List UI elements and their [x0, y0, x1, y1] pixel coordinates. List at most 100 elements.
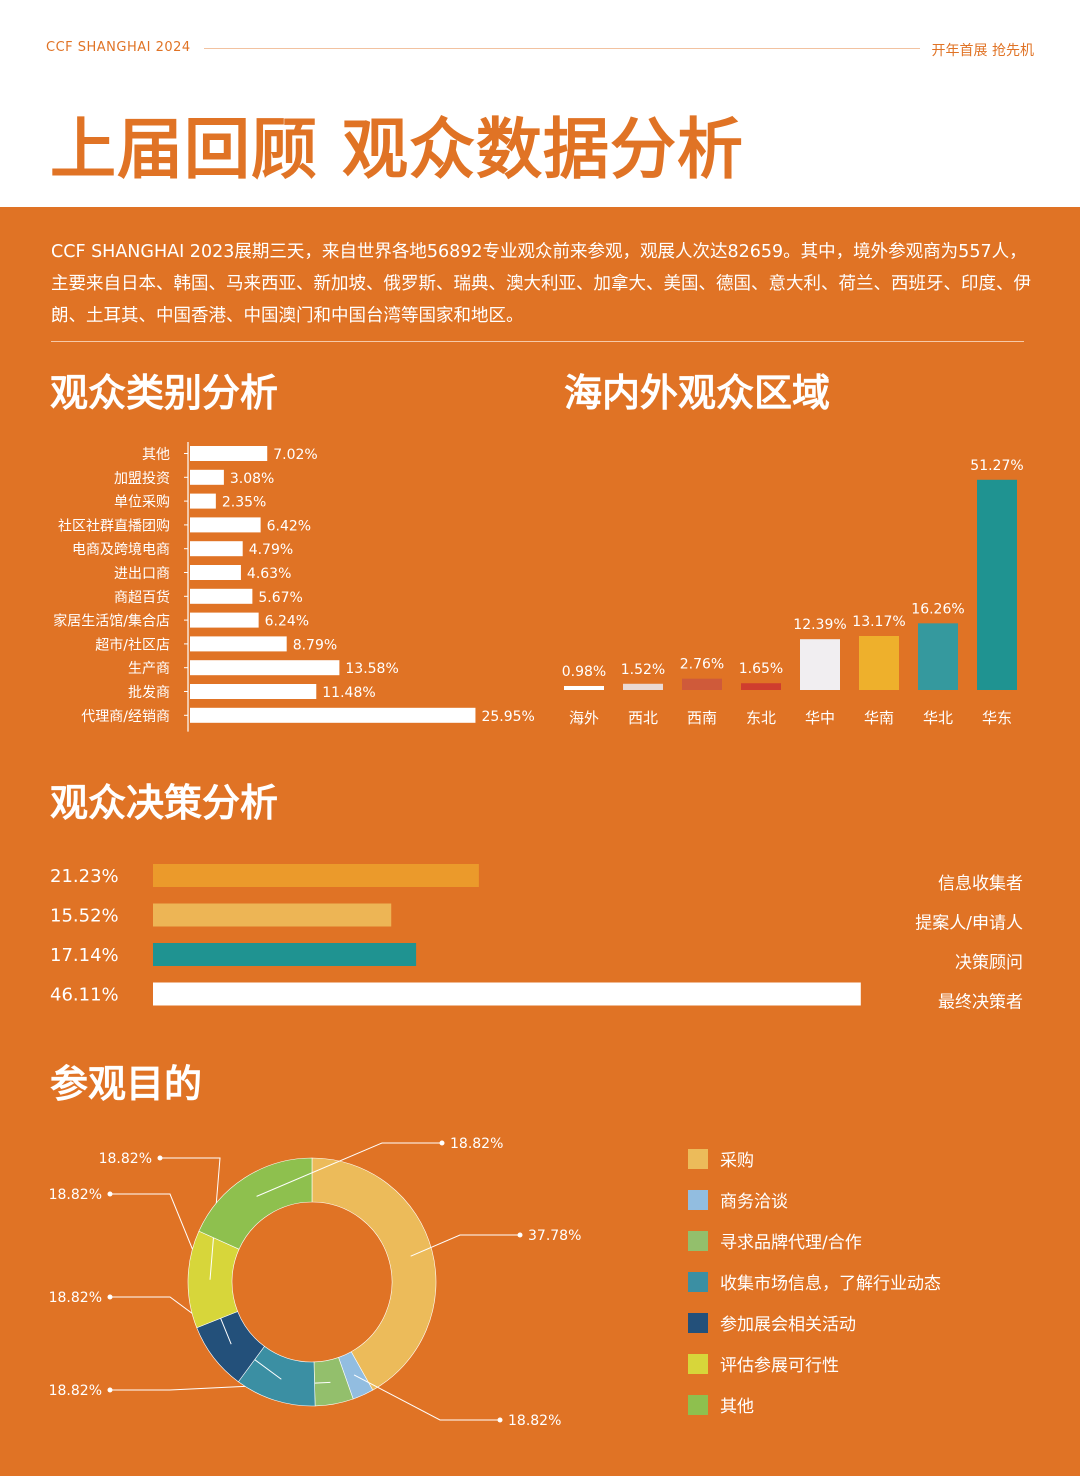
category-bar	[190, 446, 268, 461]
section-title-decision: 观众决策分析	[50, 781, 279, 825]
donut-leader-dot	[517, 1232, 523, 1238]
region-value-label: 1.65%	[739, 661, 783, 677]
region-value-label: 1.52%	[621, 662, 665, 678]
category-bar	[190, 588, 253, 604]
category-value-label: 8.79%	[293, 637, 337, 653]
section-title-region: 海内外观众区域	[564, 371, 831, 415]
donut-leader-dot	[107, 1191, 113, 1197]
decision-bar	[153, 943, 417, 966]
region-bar	[741, 683, 781, 690]
donut-leader-line	[410, 1234, 520, 1257]
decision-value-label: 21.23%	[50, 866, 119, 887]
header-rule	[204, 48, 920, 49]
region-label: 华北	[923, 709, 953, 727]
legend-item: 商务洽谈	[688, 1179, 941, 1220]
legend-item: 采购	[688, 1138, 941, 1179]
category-label: 社区社群直播团购	[58, 517, 170, 534]
category-value-label: 13.58%	[345, 661, 398, 677]
section-title-category: 观众类别分析	[50, 371, 279, 415]
donut-leader-dot	[107, 1387, 113, 1393]
category-label: 批发商	[128, 685, 170, 701]
region-label: 华中	[805, 709, 835, 727]
purpose-legend: 采购商务洽谈寻求品牌代理/合作收集市场信息，了解行业动态 参加展会相关活动 评估参展…	[688, 1138, 941, 1425]
category-value-label: 25.95%	[481, 709, 534, 725]
region-value-label: 0.98%	[562, 664, 606, 680]
category-bar-chart: 其他 7.02% 加盟投资 3.08% 单位采购 2.35% 社区社群直播团购 6.42% 电商…	[53, 442, 535, 732]
category-bar	[190, 660, 340, 676]
event-slogan: 开年首展 抢先机	[931, 43, 1034, 59]
legend-item: 参加展会相关活动	[688, 1302, 941, 1343]
category-label: 代理商/经销商	[81, 709, 170, 725]
category-label: 加盟投资	[114, 471, 170, 487]
region-label: 海外	[569, 709, 599, 727]
legend-swatch	[688, 1148, 708, 1169]
region-label: 西北	[628, 709, 658, 727]
category-bar	[190, 469, 224, 485]
page-title: 上届回顾 观众数据分析	[50, 111, 744, 188]
legend-label: 评估参展可行性	[720, 1356, 839, 1376]
category-label: 其他	[142, 447, 170, 463]
category-label: 超市/社区店	[95, 636, 170, 653]
purpose-donut-chart: 37.78% 18.82% 18.82% 18.82% 18.82% 18.82% 18.8…	[49, 1136, 582, 1429]
region-value-label: 16.26%	[911, 601, 964, 617]
intro-paragraph: CCF SHANGHAI 2023展期三天，来自世界各地56892专业观众前来参…	[51, 242, 1031, 326]
decision-bar	[153, 903, 392, 927]
legend-swatch	[688, 1312, 708, 1333]
decision-value-label: 17.14%	[50, 945, 119, 966]
category-value-label: 11.48%	[322, 685, 375, 701]
decision-label: 最终决策者	[938, 993, 1023, 1013]
donut-leader-line	[160, 1157, 221, 1280]
legend-label: 其他	[720, 1397, 754, 1417]
category-bar	[190, 707, 476, 723]
region-bar-chart: 0.98% 海外 1.52% 西北 2.76% 西南 1.65% 东北 12.39% 华中 13.1…	[562, 458, 1024, 727]
region-bar	[682, 678, 722, 690]
region-bar	[800, 639, 840, 690]
legend-label: 商务洽谈	[720, 1192, 788, 1212]
legend-swatch	[688, 1394, 708, 1415]
decision-label: 提案人/申请人	[915, 914, 1023, 934]
category-label: 进出口商	[114, 566, 170, 582]
category-bar	[190, 684, 317, 699]
legend-label: 参加展会相关活动	[720, 1315, 856, 1335]
donut-value-label: 18.82%	[99, 1151, 152, 1167]
legend-label: 采购	[720, 1151, 754, 1171]
category-label: 电商及跨境电商	[72, 542, 170, 558]
legend-swatch	[688, 1189, 708, 1210]
category-bar	[190, 565, 241, 580]
category-value-label: 4.63%	[247, 566, 291, 582]
region-bar	[977, 479, 1017, 690]
section-divider	[51, 341, 1024, 342]
event-name: CCF SHANGHAI 2024	[46, 40, 191, 55]
legend-swatch	[688, 1230, 708, 1251]
region-bar	[623, 683, 663, 690]
donut-leader-dot	[107, 1294, 113, 1300]
legend-item: 评估参展可行性	[688, 1343, 941, 1384]
category-value-label: 6.42%	[267, 518, 311, 534]
donut-value-label: 18.82%	[49, 1187, 102, 1203]
category-value-label: 2.35%	[222, 495, 266, 511]
decision-label: 决策顾问	[955, 953, 1023, 973]
legend-label: 收集市场信息，了解行业动态	[720, 1274, 941, 1294]
legend-item: 其他	[688, 1384, 941, 1425]
donut-leader-line	[256, 1142, 442, 1197]
category-value-label: 7.02%	[273, 447, 317, 463]
category-value-label: 3.08%	[230, 471, 274, 487]
donut-value-label: 18.82%	[49, 1383, 102, 1399]
region-value-label: 12.39%	[793, 617, 846, 633]
category-label: 生产商	[128, 661, 170, 677]
donut-leader-dot	[439, 1140, 445, 1146]
donut-leader-line	[353, 1374, 500, 1421]
donut-value-label: 18.82%	[508, 1413, 561, 1429]
category-bar	[190, 517, 261, 533]
decision-bar	[153, 864, 479, 887]
donut-value-label: 18.82%	[450, 1136, 503, 1152]
category-label: 单位采购	[114, 495, 170, 511]
region-value-label: 51.27%	[970, 458, 1023, 474]
region-bar	[564, 685, 604, 690]
category-bar	[190, 636, 287, 652]
legend-item: 寻求品牌代理/合作	[688, 1220, 941, 1261]
decision-bar	[153, 982, 861, 1006]
donut-value-label: 37.78%	[528, 1228, 581, 1244]
category-value-label: 5.67%	[258, 590, 302, 606]
region-label: 东北	[746, 709, 776, 727]
